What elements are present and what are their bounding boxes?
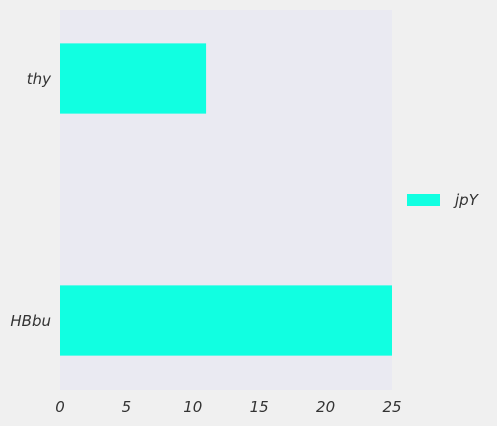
- x-tick-label: 10: [183, 398, 202, 416]
- bar-HBbu: [60, 285, 392, 356]
- legend-label: jpY: [453, 191, 480, 209]
- bar-thy: [60, 43, 207, 114]
- x-tick-label: 15: [250, 398, 269, 416]
- category-label: thy: [27, 70, 52, 88]
- x-tick-label: 5: [122, 398, 132, 416]
- x-tick-label: 0: [55, 398, 65, 416]
- x-tick-label: 20: [316, 398, 335, 416]
- category-label: HBbu: [10, 312, 51, 330]
- bars-layer: [60, 43, 392, 356]
- legend-swatch: [407, 194, 440, 206]
- legend: jpY: [407, 191, 480, 209]
- category-labels: thy HBbu: [10, 70, 52, 330]
- x-tick-label: 25: [382, 398, 401, 416]
- x-tick-labels: 0 5 10 15 20 25: [55, 398, 401, 416]
